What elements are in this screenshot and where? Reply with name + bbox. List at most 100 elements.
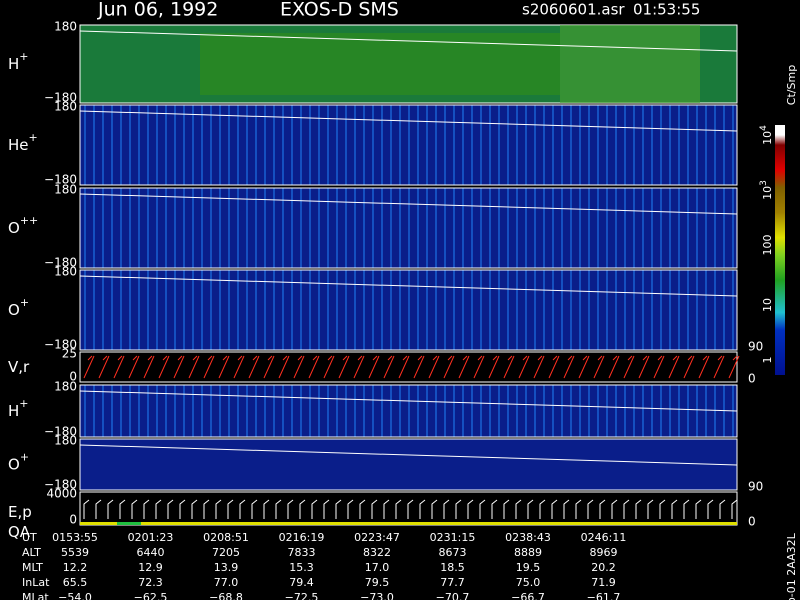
footer-note: Feb-01 2AA32L [785, 532, 798, 600]
panel-area [79, 104, 738, 186]
velocity-trace [698, 355, 710, 379]
colorbar-label-sup: 3 [759, 180, 769, 186]
trend-line [79, 110, 738, 132]
file-time: 01:53:55 [633, 1, 700, 19]
energy-trace [167, 499, 174, 519]
velocity-trace [368, 355, 380, 379]
tick-label: −180 [44, 478, 77, 492]
energy-trace [719, 499, 726, 519]
panel-label: V,r [8, 358, 30, 376]
energy-trace [395, 499, 402, 519]
file-name: s2060601.asr [522, 1, 625, 19]
cell: 18.5 [440, 561, 465, 574]
panel-area [79, 384, 738, 438]
row-label: UT [22, 531, 37, 544]
energy-trace [335, 499, 342, 519]
energy-trace [263, 499, 270, 519]
velocity-trace [713, 355, 725, 379]
tick-label: −180 [44, 256, 77, 270]
cell: −70.7 [436, 591, 470, 600]
velocity-trace [503, 355, 515, 379]
panel-label-base: O [8, 301, 20, 319]
cell: 0238:43 [505, 531, 551, 544]
panel-area [79, 269, 738, 351]
energy-trace [347, 499, 354, 519]
velocity-trace [398, 355, 410, 379]
velocity-trace [143, 355, 155, 379]
cell: 0231:15 [430, 531, 476, 544]
colorbar-label-base: 10 [761, 131, 774, 145]
panel-label-sup: + [19, 397, 28, 410]
velocity-trace [593, 355, 605, 379]
energy-trace [407, 499, 414, 519]
colorbar-label: 100 [761, 235, 774, 256]
velocity-trace [383, 355, 395, 379]
qa-bar [80, 522, 737, 525]
cell: 77.7 [440, 576, 465, 589]
title-date: Jun 06, 1992 [97, 0, 218, 21]
velocity-trace [548, 355, 560, 379]
energy-trace [647, 499, 654, 519]
energy-trace [467, 499, 474, 519]
cell: 12.2 [63, 561, 88, 574]
colorbar-label-base: 100 [761, 235, 774, 256]
right-tick-label: 90 [748, 480, 763, 494]
energy-trace [371, 499, 378, 519]
velocity-trace [488, 355, 500, 379]
cell: 20.2 [591, 561, 616, 574]
energy-trace [203, 499, 210, 519]
right-tick-label: 0 [748, 372, 756, 386]
velocity-trace [473, 355, 485, 379]
tick-label: 180 [54, 100, 77, 114]
tick-label: 180 [54, 380, 77, 394]
velocity-trace [458, 355, 470, 379]
colorbar [775, 125, 785, 375]
energy-trace [179, 499, 186, 519]
cell: 19.5 [516, 561, 541, 574]
velocity-trace [533, 355, 545, 379]
panel-label-base: V,r [8, 358, 30, 376]
title-instrument: EXOS-D SMS [280, 0, 399, 21]
panel-area [79, 438, 738, 491]
energy-trace [635, 499, 642, 519]
tick-label: −180 [44, 173, 77, 187]
tick-label: 180 [54, 434, 77, 448]
tick-label: 180 [54, 183, 77, 197]
energy-trace [191, 499, 198, 519]
velocity-trace [443, 355, 455, 379]
panel-label-base: H [8, 402, 19, 420]
cell: 7833 [288, 546, 316, 559]
panel-label: O++ [8, 214, 38, 237]
colorbar-label-base: 10 [761, 186, 774, 200]
velocity-trace [128, 355, 140, 379]
cell: −68.8 [209, 591, 243, 600]
panel-label: H+ [8, 50, 29, 73]
cell: 0223:47 [354, 531, 400, 544]
panel-area [79, 187, 738, 269]
energy-trace [695, 499, 702, 519]
cell: −54.0 [58, 591, 92, 600]
cell: 15.3 [289, 561, 314, 574]
cell: 8322 [363, 546, 391, 559]
velocity-trace [428, 355, 440, 379]
energy-trace [383, 499, 390, 519]
energy-trace [515, 499, 522, 519]
panel-label: He+ [8, 131, 38, 154]
velocity-trace [518, 355, 530, 379]
panel-texture [200, 33, 560, 95]
panel-label-base: O [8, 219, 20, 237]
colorbar-label: 1 [761, 357, 774, 364]
tick-label: 0 [69, 513, 77, 527]
panel-label-sup: + [19, 50, 28, 63]
tick-label: 0 [69, 370, 77, 384]
tick-label: 180 [54, 20, 77, 34]
qa-bar-ok [117, 522, 141, 525]
right-tick-label: 90 [748, 340, 763, 354]
energy-trace [599, 499, 606, 519]
energy-trace [419, 499, 426, 519]
energy-trace [527, 499, 534, 519]
velocity-trace [233, 355, 245, 379]
cell: 79.5 [365, 576, 390, 589]
trend-line [79, 275, 738, 297]
